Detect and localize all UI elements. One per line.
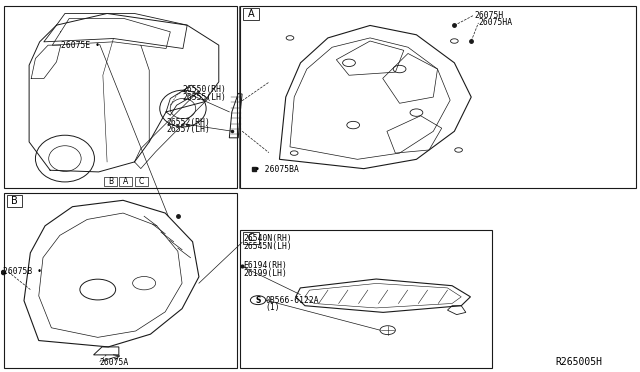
- Bar: [240, 231, 492, 368]
- Text: 26075E •: 26075E •: [61, 41, 100, 50]
- Text: 26199(LH): 26199(LH): [243, 269, 287, 278]
- Text: S: S: [255, 296, 260, 305]
- Bar: [120, 177, 132, 186]
- Circle shape: [291, 151, 298, 155]
- Bar: [243, 232, 259, 244]
- Bar: [135, 177, 148, 186]
- Bar: [7, 195, 22, 207]
- Text: 26075B •: 26075B •: [3, 267, 42, 276]
- Text: 26550(RH): 26550(RH): [182, 85, 227, 94]
- Text: 26075HA: 26075HA: [478, 19, 513, 28]
- Text: C: C: [139, 177, 144, 186]
- Text: 26540N(RH): 26540N(RH): [243, 234, 292, 243]
- Text: R265005H: R265005H: [555, 357, 602, 367]
- Text: 26557(LH): 26557(LH): [167, 125, 211, 134]
- Bar: [243, 8, 259, 20]
- Bar: [240, 6, 636, 188]
- Circle shape: [451, 39, 458, 43]
- Text: A: A: [248, 9, 254, 19]
- Text: (1): (1): [266, 303, 280, 312]
- Circle shape: [286, 36, 294, 40]
- Text: 26545N(LH): 26545N(LH): [243, 241, 292, 250]
- Text: • 26075BA: • 26075BA: [255, 165, 299, 174]
- Text: E6194(RH): E6194(RH): [243, 261, 287, 270]
- Text: 26555(LH): 26555(LH): [182, 93, 227, 102]
- Text: B: B: [108, 177, 113, 186]
- Text: A: A: [124, 177, 129, 186]
- Bar: [104, 177, 117, 186]
- Text: 0B566-6122A: 0B566-6122A: [266, 296, 319, 305]
- Text: 26075A: 26075A: [100, 358, 129, 367]
- Text: C: C: [248, 233, 255, 243]
- Text: 26552(RH): 26552(RH): [167, 118, 211, 127]
- Bar: [4, 193, 237, 368]
- Bar: [4, 6, 237, 188]
- Text: 26075H: 26075H: [474, 11, 504, 20]
- Text: B: B: [12, 196, 18, 206]
- Circle shape: [455, 148, 463, 152]
